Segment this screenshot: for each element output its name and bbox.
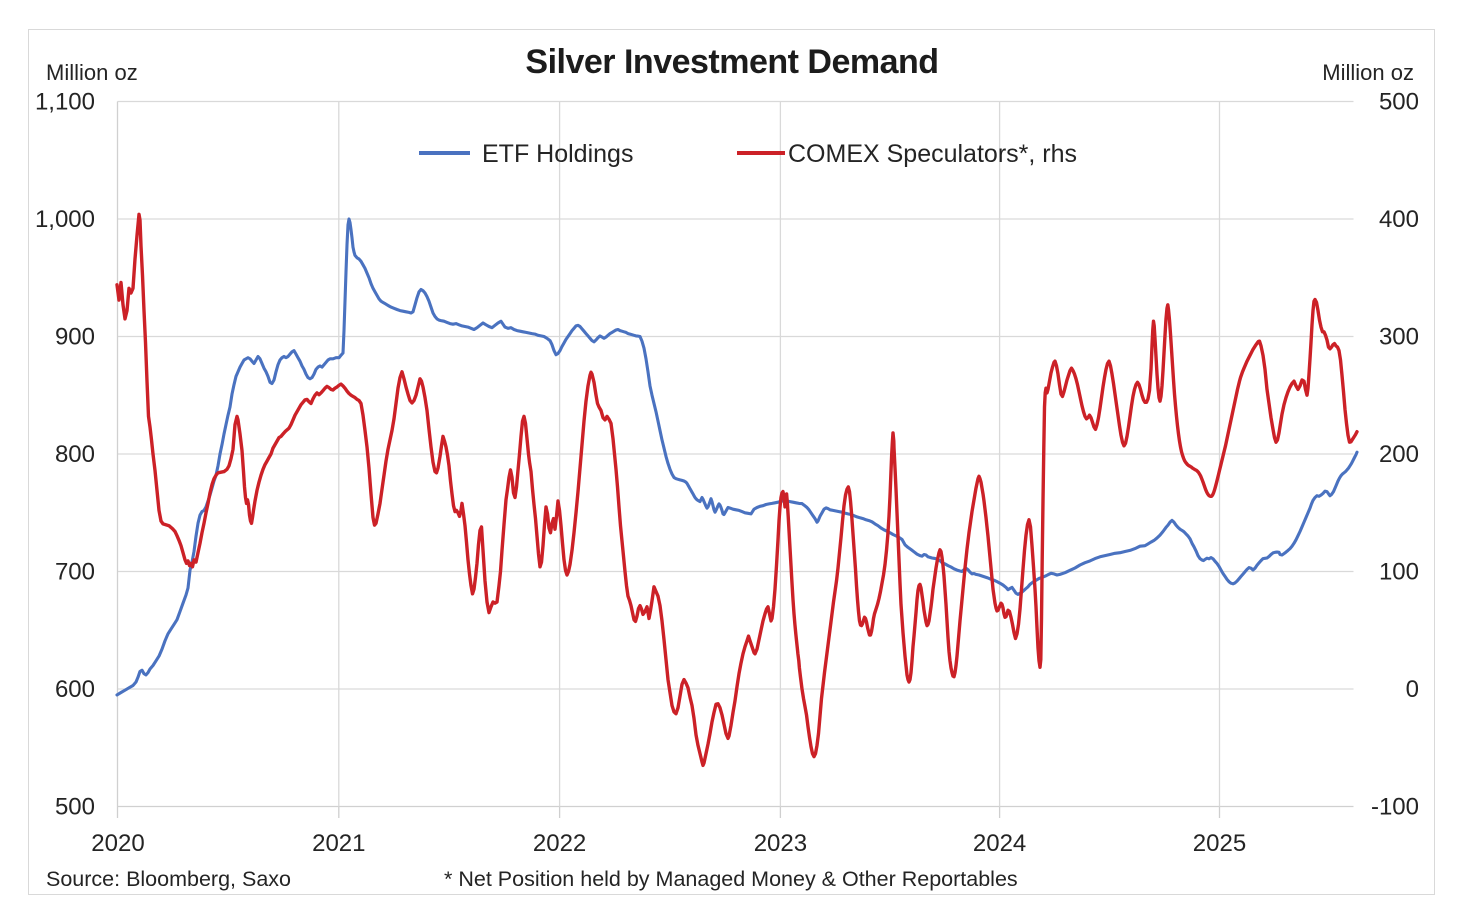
svg-text:300: 300	[1379, 324, 1419, 351]
svg-text:* Net Position held by Managed: * Net Position held by Managed Money & O…	[444, 867, 1018, 891]
svg-text:500: 500	[1379, 89, 1419, 116]
svg-text:1,100: 1,100	[35, 89, 95, 116]
svg-text:Silver Investment Demand: Silver Investment Demand	[525, 43, 938, 81]
svg-text:0: 0	[1406, 676, 1419, 703]
svg-text:700: 700	[55, 559, 95, 586]
svg-text:Source: Bloomberg, Saxo: Source: Bloomberg, Saxo	[46, 867, 291, 891]
svg-text:2021: 2021	[312, 830, 365, 857]
svg-text:900: 900	[55, 324, 95, 351]
svg-text:Million oz: Million oz	[1322, 60, 1414, 85]
svg-text:600: 600	[55, 676, 95, 703]
svg-text:200: 200	[1379, 441, 1419, 468]
svg-text:1,000: 1,000	[35, 206, 95, 233]
svg-text:2025: 2025	[1193, 830, 1246, 857]
svg-text:800: 800	[55, 441, 95, 468]
svg-text:2024: 2024	[973, 830, 1026, 857]
svg-text:COMEX Speculators*, rhs: COMEX Speculators*, rhs	[788, 140, 1077, 168]
svg-text:-100: -100	[1371, 794, 1419, 821]
svg-text:2020: 2020	[91, 830, 144, 857]
svg-text:ETF Holdings: ETF Holdings	[482, 140, 633, 168]
svg-text:500: 500	[55, 794, 95, 821]
svg-text:2022: 2022	[533, 830, 586, 857]
svg-text:400: 400	[1379, 206, 1419, 233]
svg-text:100: 100	[1379, 559, 1419, 586]
svg-text:Million oz: Million oz	[46, 60, 138, 85]
svg-text:2023: 2023	[754, 830, 807, 857]
